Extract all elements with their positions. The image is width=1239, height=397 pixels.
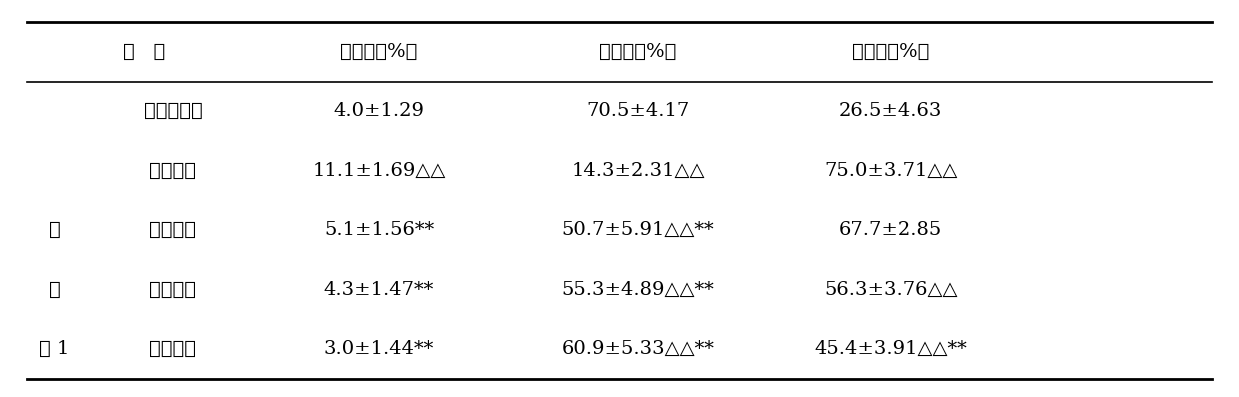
Text: 75.0±3.71△△: 75.0±3.71△△ xyxy=(824,162,958,180)
Text: 50.7±5.91△△**: 50.7±5.91△△** xyxy=(561,221,715,239)
Text: 56.3±3.76△△: 56.3±3.76△△ xyxy=(824,281,958,299)
Text: 施: 施 xyxy=(48,281,61,299)
Text: 球带状（%）: 球带状（%） xyxy=(341,43,418,61)
Text: 网状带（%）: 网状带（%） xyxy=(852,43,929,61)
Text: 低剂量组: 低剂量组 xyxy=(150,221,197,239)
Text: 45.4±3.91△△**: 45.4±3.91△△** xyxy=(814,340,968,358)
Text: 实: 实 xyxy=(48,221,61,239)
Text: 高剂量组: 高剂量组 xyxy=(150,340,197,358)
Text: 组   别: 组 别 xyxy=(124,43,166,61)
Text: 例 1: 例 1 xyxy=(40,340,69,358)
Text: 5.1±1.56**: 5.1±1.56** xyxy=(323,221,434,239)
Text: 11.1±1.69△△: 11.1±1.69△△ xyxy=(312,162,446,180)
Text: 中剂量组: 中剂量组 xyxy=(150,281,197,299)
Text: 60.9±5.33△△**: 60.9±5.33△△** xyxy=(561,340,715,358)
Text: 4.0±1.29: 4.0±1.29 xyxy=(333,102,425,120)
Text: 束状带（%）: 束状带（%） xyxy=(600,43,676,61)
Text: 26.5±4.63: 26.5±4.63 xyxy=(839,102,943,120)
Text: 14.3±2.31△△: 14.3±2.31△△ xyxy=(571,162,705,180)
Text: 67.7±2.85: 67.7±2.85 xyxy=(839,221,943,239)
Text: 3.0±1.44**: 3.0±1.44** xyxy=(323,340,434,358)
Text: 70.5±4.17: 70.5±4.17 xyxy=(586,102,690,120)
Text: 4.3±1.47**: 4.3±1.47** xyxy=(323,281,434,299)
Text: 更年期组: 更年期组 xyxy=(150,162,197,180)
Text: 55.3±4.89△△**: 55.3±4.89△△** xyxy=(561,281,715,299)
Text: 青年对照组: 青年对照组 xyxy=(144,102,202,120)
